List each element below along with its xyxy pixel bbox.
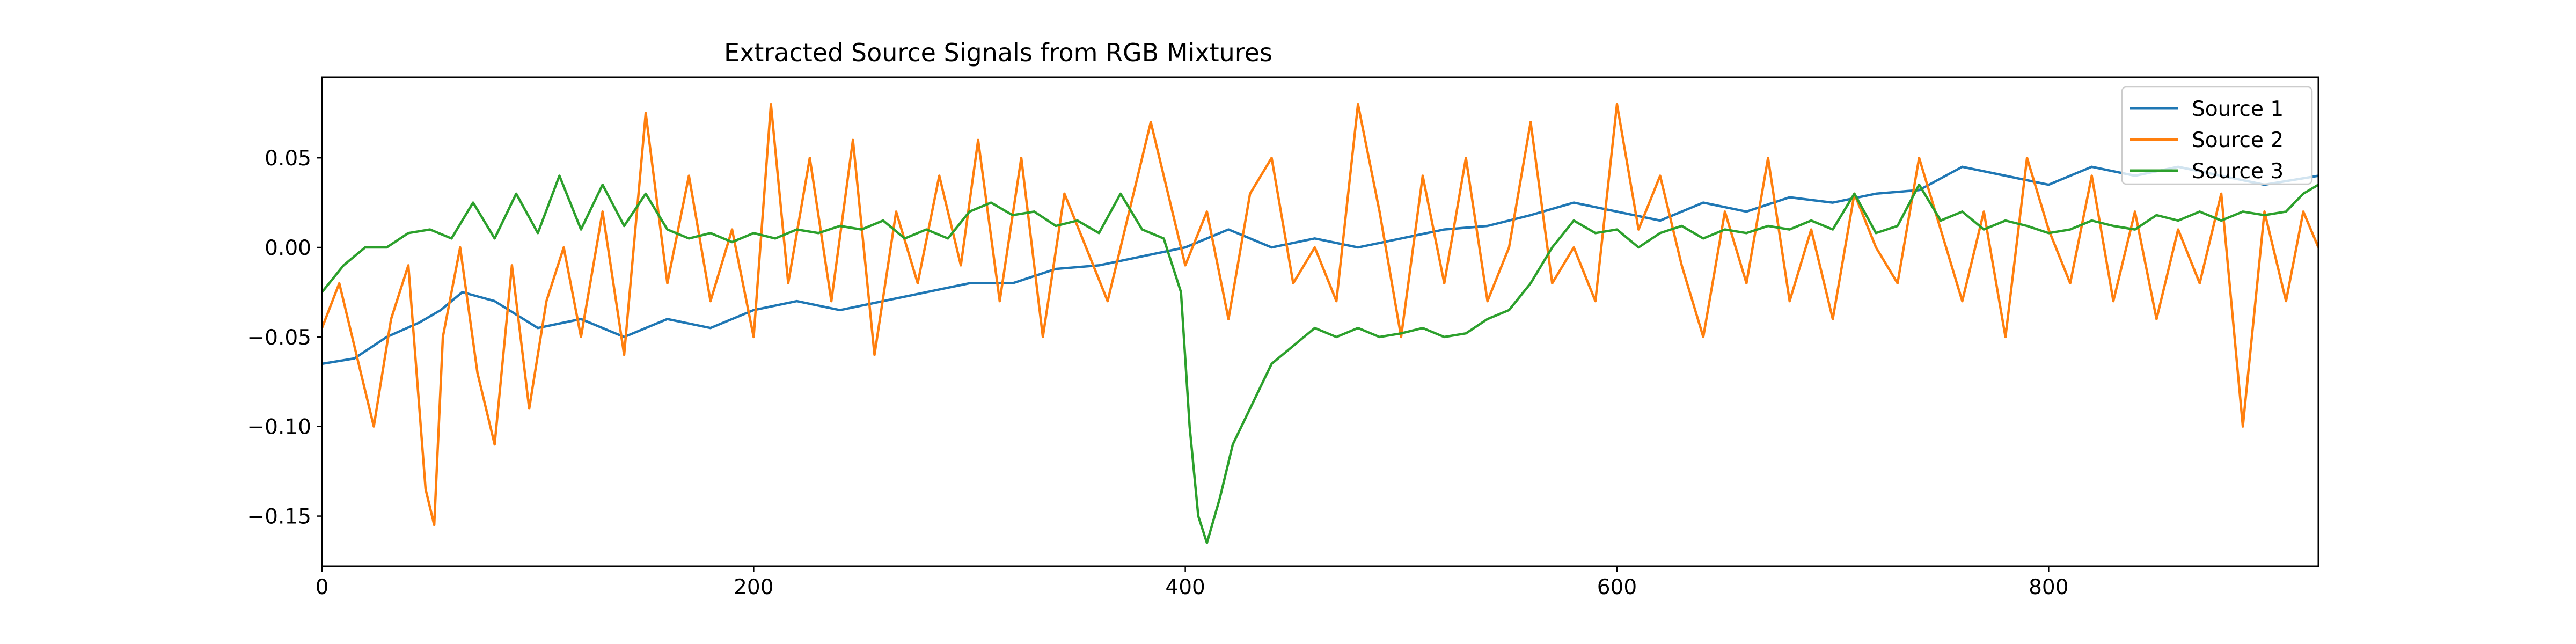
plot-background: [322, 77, 2318, 566]
y-tick-label: 0.00: [265, 236, 311, 260]
x-axis: 0 200 400 600 800: [316, 566, 2069, 599]
x-tick-label: 600: [1597, 575, 1637, 599]
x-tick-label: 800: [2029, 575, 2068, 599]
x-tick-label: 200: [734, 575, 773, 599]
y-tick-label: −0.10: [247, 415, 311, 440]
plot-area: [320, 76, 2320, 567]
legend-label: Source 3: [2192, 159, 2284, 184]
chart-title: Extracted Source Signals from RGB Mixtur…: [724, 38, 1272, 67]
x-tick-label: 400: [1165, 575, 1205, 599]
y-tick-label: −0.05: [247, 326, 311, 350]
legend-label: Source 1: [2192, 97, 2284, 121]
series-line-1: [321, 165, 2319, 365]
y-tick-label: −0.15: [247, 505, 311, 529]
series-line-3: [321, 174, 2319, 544]
series-layer: [320, 103, 2320, 544]
plot-frame: [321, 76, 2319, 567]
y-tick-label: 0.05: [265, 147, 311, 171]
y-axis: −0.15 −0.10 −0.05 0.00 0.05: [247, 147, 322, 529]
legend: Source 1 Source 2 Source 3: [2121, 86, 2313, 185]
legend-label: Source 2: [2192, 128, 2284, 152]
x-tick-label: 0: [316, 575, 329, 599]
legend-box: [2121, 86, 2313, 185]
series-line-2: [320, 103, 2320, 526]
